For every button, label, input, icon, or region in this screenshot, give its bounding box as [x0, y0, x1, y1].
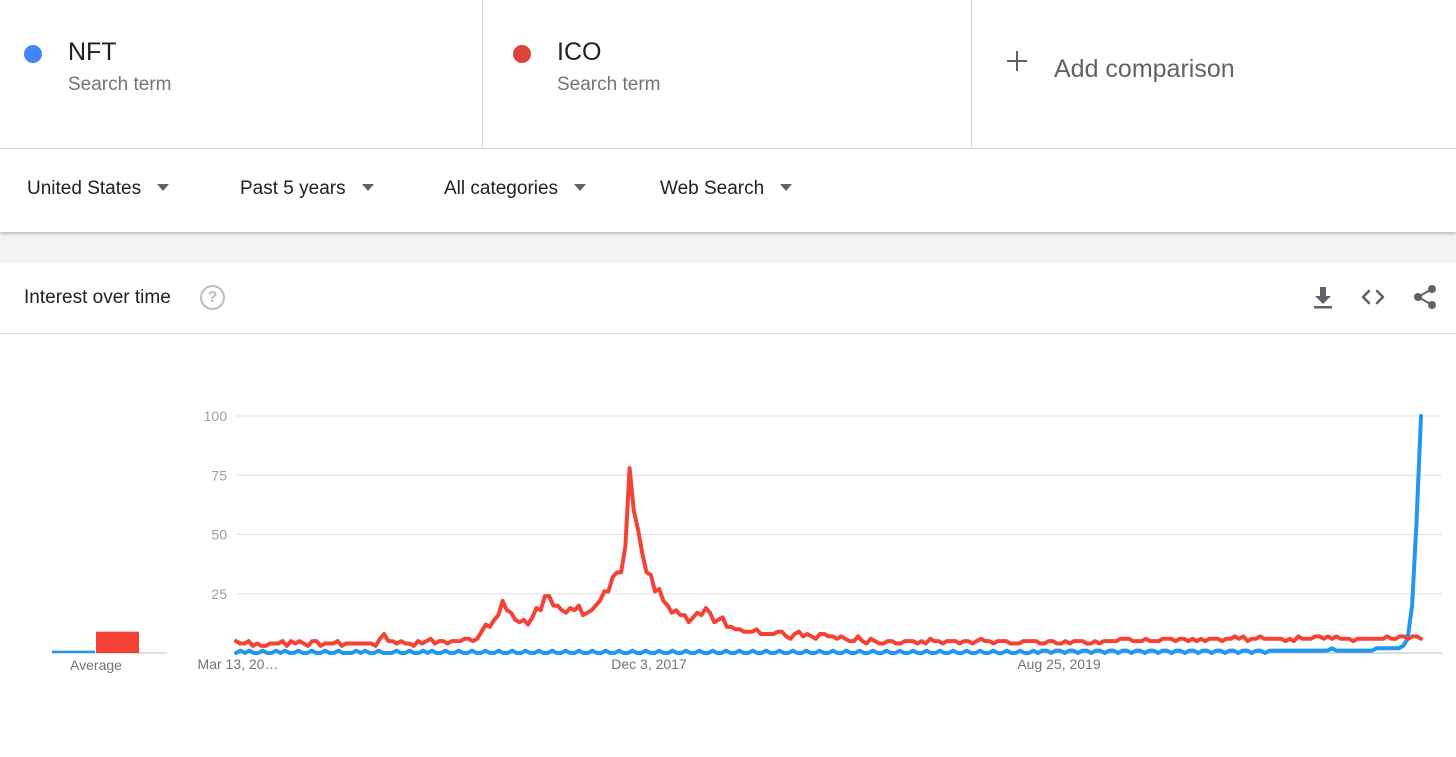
average-bar-nft[interactable]	[52, 650, 95, 653]
add-comparison-button[interactable]: Add comparison	[972, 0, 1456, 148]
help-icon[interactable]: ?	[200, 285, 225, 310]
x-tick-label: Dec 3, 2017	[611, 656, 687, 672]
interest-over-time-chart: Average 25 50 75 100 Mar 13, 20… Dec 3, 2017…	[0, 334, 1456, 734]
series-line-nft[interactable]	[234, 414, 1423, 655]
average-bar-ico[interactable]	[96, 631, 139, 653]
chart-svg: Average 25 50 75 100 Mar 13, 20… Dec 3, 2017…	[52, 408, 1442, 673]
caret-down-icon	[574, 184, 587, 191]
term-card-nft[interactable]: NFT Search term	[0, 0, 483, 148]
category-label: All categories	[444, 178, 559, 199]
category-dropdown[interactable]: All categories	[444, 178, 587, 200]
add-comparison-label: Add comparison	[1054, 55, 1235, 83]
card-title: Interest over time	[24, 287, 171, 308]
share-icon[interactable]	[1411, 283, 1439, 311]
average-label: Average	[70, 657, 122, 673]
search-terms-bar: NFT Search term ICO Search term Add comp…	[0, 0, 1456, 149]
period-dropdown[interactable]: Past 5 years	[240, 178, 374, 200]
average-bars: Average	[52, 631, 167, 673]
search-property-label: Web Search	[660, 178, 765, 199]
term-type-label: Search term	[68, 74, 172, 95]
term-type-label: Search term	[557, 74, 661, 95]
region-dropdown[interactable]: United States	[27, 178, 170, 200]
filter-bar: United States Past 5 years All categorie…	[0, 149, 1456, 232]
x-tick-label: Aug 25, 2019	[1017, 656, 1101, 672]
series-color-dot-nft	[24, 45, 42, 63]
series-lines[interactable]	[234, 414, 1423, 655]
term-card-ico[interactable]: ICO Search term	[483, 0, 972, 148]
caret-down-icon	[361, 184, 374, 191]
x-axis-ticks: Mar 13, 20… Dec 3, 2017 Aug 25, 2019	[198, 656, 1101, 672]
y-tick-label: 25	[211, 586, 227, 602]
y-axis-ticks: 25 50 75 100	[204, 408, 228, 602]
y-tick-label: 75	[211, 467, 227, 483]
interest-over-time-header: Interest over time ?	[0, 263, 1456, 334]
period-label: Past 5 years	[240, 178, 346, 199]
plus-icon	[1006, 50, 1028, 72]
series-color-dot-ico	[513, 45, 531, 63]
region-label: United States	[27, 178, 142, 199]
caret-down-icon	[780, 184, 793, 191]
gridlines	[236, 415, 1442, 654]
caret-down-icon	[157, 184, 170, 191]
term-name[interactable]: ICO	[557, 38, 602, 66]
term-name[interactable]: NFT	[68, 38, 117, 66]
y-tick-label: 100	[204, 408, 228, 424]
download-icon[interactable]	[1309, 283, 1337, 311]
y-tick-label: 50	[211, 527, 227, 543]
series-line-ico[interactable]	[234, 466, 1423, 648]
x-tick-label: Mar 13, 20…	[198, 656, 279, 672]
embed-code-icon[interactable]	[1359, 283, 1387, 311]
search-property-dropdown[interactable]: Web Search	[660, 178, 793, 200]
section-divider	[0, 232, 1456, 263]
